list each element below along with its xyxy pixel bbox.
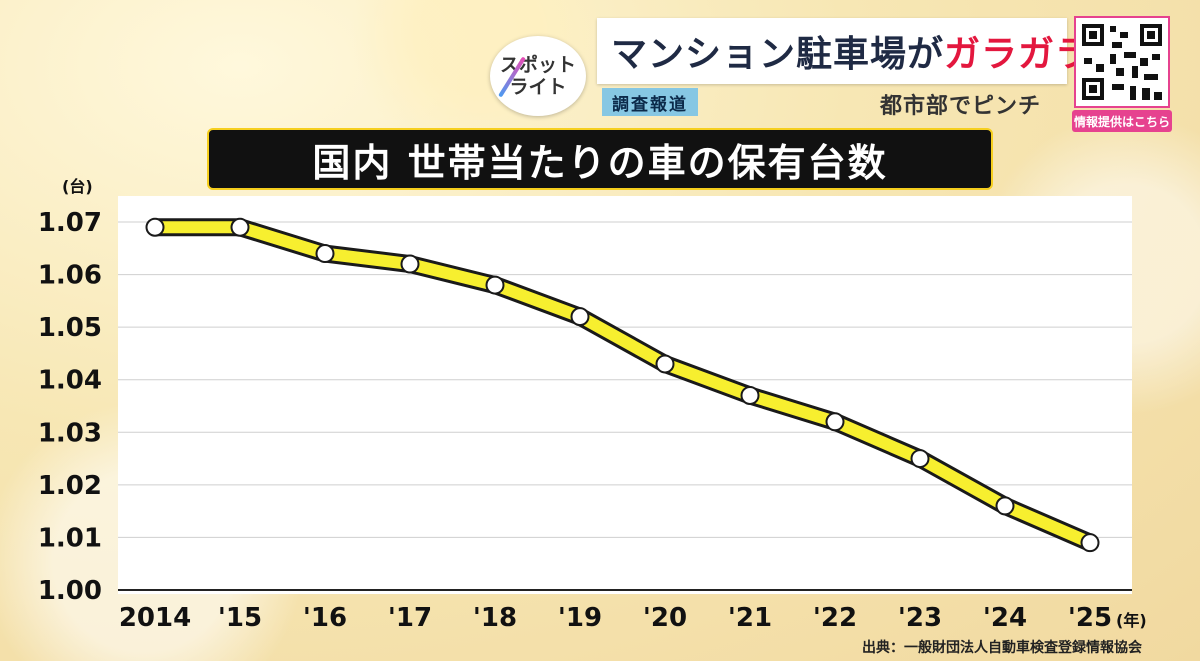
x-tick-label: '24 (983, 603, 1027, 633)
data-point (995, 496, 1015, 516)
series-line-fill (149, 221, 1096, 549)
x-axis-unit: (年) (1116, 611, 1147, 630)
data-point (315, 244, 335, 264)
data-point (1080, 533, 1100, 553)
y-tick-label: 1.01 (38, 523, 102, 553)
y-axis-unit: (台) (62, 177, 93, 196)
headline-main: マンション駐車場が (611, 34, 945, 75)
y-tick-label: 1.00 (38, 576, 102, 606)
data-point (400, 254, 420, 274)
y-tick-label: 1.04 (38, 366, 102, 396)
x-tick-label: '23 (898, 603, 942, 633)
y-tick-label: 1.06 (38, 261, 102, 291)
x-tick-label: 2014 (119, 603, 191, 633)
series-line (146, 218, 1099, 552)
x-tick-label: '25 (1068, 603, 1112, 633)
x-tick-label: '17 (388, 603, 432, 633)
data-point (740, 385, 760, 405)
chart-title: 国内 世帯当たりの車の保有台数 (207, 128, 993, 190)
x-axis-ticks: 2014 '15 '16 '17 '18 '19 '20 '21 '22 '23 '24 '25 (119, 603, 1112, 633)
qr-code-icon (1082, 24, 1162, 100)
y-tick-label: 1.03 (38, 418, 102, 448)
y-tick-label: 1.05 (38, 313, 102, 343)
x-tick-label: '18 (473, 603, 517, 633)
x-tick-label: '20 (643, 603, 687, 633)
source-note: 出典：一般財団法人自動車検査登録情報協会 (862, 640, 1142, 656)
y-tick-label: 1.02 (38, 471, 102, 501)
data-point (655, 354, 675, 374)
data-point (485, 275, 505, 295)
x-tick-label: '22 (813, 603, 857, 633)
x-tick-label: '19 (558, 603, 602, 633)
data-point (570, 307, 590, 327)
subheadline: 都市部でピンチ (880, 94, 1042, 119)
x-tick-label: '21 (728, 603, 772, 633)
logo-line2: ライト (509, 76, 567, 98)
program-logo: スポット ライト (490, 36, 586, 116)
data-point (825, 412, 845, 432)
qr-label: 情報提供はこちら (1072, 110, 1172, 132)
gridlines (118, 221, 1132, 591)
qr-code[interactable] (1074, 16, 1170, 108)
x-tick-label: '15 (218, 603, 262, 633)
y-axis-ticks: 1.00 1.01 1.02 1.03 1.04 1.05 1.06 1.07 (38, 208, 102, 606)
x-tick-label: '16 (303, 603, 347, 633)
plot-area (118, 196, 1132, 594)
data-point (230, 217, 250, 237)
data-point (910, 449, 930, 469)
y-tick-label: 1.07 (38, 208, 102, 238)
data-point (145, 217, 165, 237)
section-tag: 調査報道 (602, 88, 698, 116)
data-points (145, 217, 1100, 553)
